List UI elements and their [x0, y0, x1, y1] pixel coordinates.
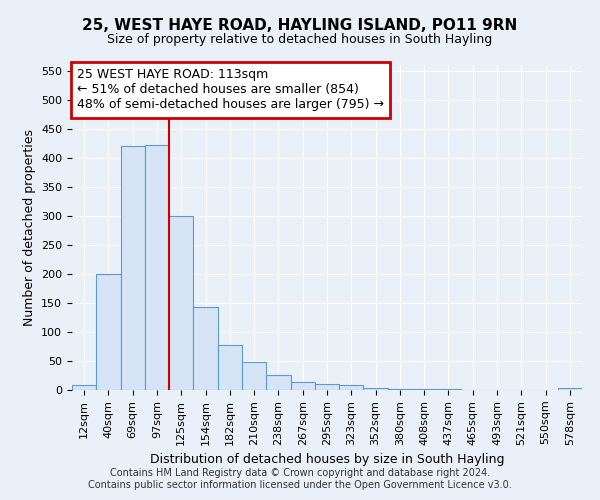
- Bar: [145, 145, 169, 390]
- Bar: [193, 307, 218, 390]
- X-axis label: Distribution of detached houses by size in South Hayling: Distribution of detached houses by size …: [150, 453, 504, 466]
- Bar: [169, 216, 193, 390]
- Bar: [266, 376, 290, 390]
- Text: Size of property relative to detached houses in South Hayling: Size of property relative to detached ho…: [107, 32, 493, 46]
- Bar: [558, 388, 582, 390]
- Bar: [242, 362, 266, 390]
- Bar: [364, 388, 388, 390]
- Bar: [315, 384, 339, 390]
- Text: Contains HM Land Registry data © Crown copyright and database right 2024.: Contains HM Land Registry data © Crown c…: [110, 468, 490, 477]
- Bar: [412, 389, 436, 390]
- Bar: [96, 274, 121, 390]
- Bar: [72, 386, 96, 390]
- Text: 25, WEST HAYE ROAD, HAYLING ISLAND, PO11 9RN: 25, WEST HAYE ROAD, HAYLING ISLAND, PO11…: [82, 18, 518, 32]
- Bar: [121, 146, 145, 390]
- Text: 25 WEST HAYE ROAD: 113sqm
← 51% of detached houses are smaller (854)
48% of semi: 25 WEST HAYE ROAD: 113sqm ← 51% of detac…: [77, 68, 384, 112]
- Bar: [290, 382, 315, 390]
- Bar: [339, 386, 364, 390]
- Y-axis label: Number of detached properties: Number of detached properties: [23, 129, 35, 326]
- Bar: [388, 389, 412, 390]
- Text: Contains public sector information licensed under the Open Government Licence v3: Contains public sector information licen…: [88, 480, 512, 490]
- Bar: [218, 346, 242, 390]
